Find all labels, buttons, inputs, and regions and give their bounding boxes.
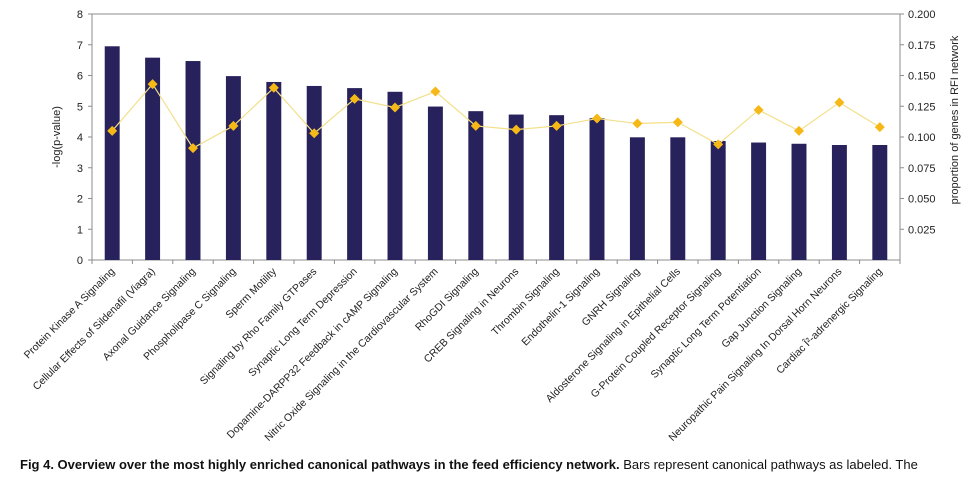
proportion-line — [111, 83, 881, 149]
bar — [670, 137, 686, 260]
left-tick-label: 6 — [77, 71, 83, 83]
proportion-marker — [551, 120, 562, 131]
left-tick-label: 5 — [77, 101, 83, 113]
proportion-marker — [309, 128, 320, 139]
right-tick-label: 0.175 — [908, 40, 936, 52]
right-tick-label: 0.200 — [908, 9, 936, 21]
proportion-marker — [470, 120, 481, 131]
proportion-marker — [794, 125, 804, 136]
bar — [508, 114, 524, 261]
right-tick-label: 0.150 — [908, 71, 936, 83]
bar — [872, 144, 888, 260]
left-tick-label: 4 — [77, 132, 83, 144]
proportion-marker — [107, 125, 118, 136]
proportion-line-series — [111, 83, 881, 149]
right-tick-label: 0.025 — [908, 224, 936, 236]
proportion-marker — [511, 124, 522, 135]
bar — [185, 61, 201, 260]
left-tick-label: 7 — [77, 40, 83, 52]
caption-text: Bars represent canonical pathways as lab… — [619, 457, 918, 472]
proportion-marker — [592, 113, 602, 124]
bar — [589, 118, 605, 261]
proportion-marker — [713, 139, 724, 150]
proportion-marker — [672, 117, 683, 128]
right-axis-title: proportion of genes in RFI network — [949, 35, 961, 204]
bar — [751, 142, 767, 260]
bar — [347, 88, 363, 260]
proportion-marker — [349, 93, 360, 104]
bar — [791, 143, 807, 260]
proportion-marker — [430, 86, 441, 97]
bar — [427, 106, 443, 261]
right-tick-label: 0.100 — [908, 132, 936, 144]
bar — [549, 115, 565, 260]
proportion-marker — [188, 143, 198, 154]
bar — [225, 76, 241, 261]
bar — [104, 46, 120, 260]
figure-caption: Fig 4. Overview over the most highly enr… — [20, 457, 918, 472]
caption-bold: Fig 4. Overview over the most highly enr… — [20, 457, 620, 472]
combo-chart: 0 1 2 3 4 5 6 7 8 0.025 0.050 0.075 0.100 0.125 0.150… — [22, 9, 961, 444]
proportion-marker — [268, 82, 279, 93]
proportion-marker — [874, 122, 885, 133]
bar — [145, 57, 161, 260]
bar — [831, 144, 847, 260]
right-axis-ticks: 0.025 0.050 0.075 0.100 0.125 0.150 0.175 0.200 — [900, 9, 936, 236]
proportion-markers — [107, 79, 885, 154]
left-tick-label: 0 — [77, 255, 83, 267]
proportion-marker — [632, 118, 643, 129]
proportion-marker — [228, 120, 239, 131]
bar — [306, 85, 322, 260]
bar — [266, 81, 282, 261]
category-label: Thrombin Signaling — [489, 266, 562, 339]
right-tick-label: 0.050 — [908, 194, 936, 206]
left-axis-ticks: 0 1 2 3 4 5 6 7 8 — [77, 9, 92, 267]
bar — [387, 91, 403, 260]
left-tick-label: 1 — [77, 224, 83, 236]
category-label: Endothelin-1 Signaling — [519, 266, 602, 349]
bar — [710, 140, 726, 260]
bar — [629, 137, 645, 260]
left-tick-label: 8 — [77, 9, 83, 21]
left-axis-title: -log(p-value) — [51, 106, 63, 168]
left-tick-label: 3 — [77, 163, 83, 175]
bar — [468, 111, 484, 260]
proportion-marker — [753, 104, 764, 115]
proportion-marker — [390, 102, 400, 113]
category-label: Gap Junction Signaling — [719, 266, 804, 351]
proportion-marker — [147, 79, 158, 90]
right-tick-label: 0.075 — [908, 163, 936, 175]
left-tick-label: 2 — [77, 194, 83, 206]
proportion-marker — [834, 97, 845, 108]
right-tick-label: 0.125 — [908, 101, 936, 113]
